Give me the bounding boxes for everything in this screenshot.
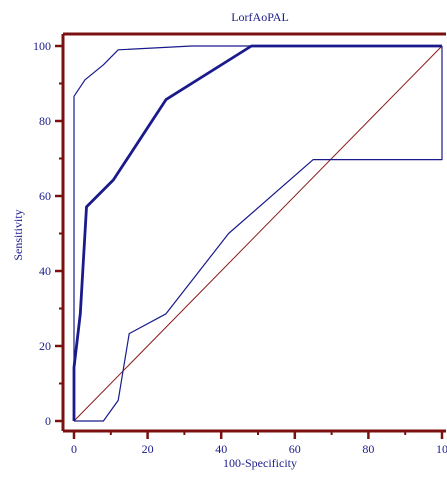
x-tick-label: 60 [289, 442, 301, 456]
chart-title: LorfAoPAL [231, 10, 289, 24]
x-tick-label: 10 [436, 442, 447, 456]
y-tick-label: 80 [39, 114, 51, 128]
roc-curve-line [72, 44, 442, 421]
diagonal-reference-line [73, 45, 443, 422]
y-tick-label: 100 [33, 39, 51, 53]
x-tick-label: 0 [71, 442, 77, 456]
y-tick-label: 20 [39, 339, 51, 353]
plot-area: 0 20 40 60 80 100 0 20 40 60 80 10 [33, 32, 447, 456]
y-tick-label: 60 [39, 189, 51, 203]
x-tick-label: 80 [362, 442, 374, 456]
y-tick-label: 40 [39, 264, 51, 278]
y-axis-label: Sensitivity [11, 209, 25, 260]
x-tick-label: 40 [215, 442, 227, 456]
x-tick-label: 20 [142, 442, 154, 456]
x-axis-label: 100-Specificity [223, 456, 297, 470]
y-tick-label: 0 [45, 414, 51, 428]
upper-confidence-line [73, 45, 442, 421]
lower-confidence-line [74, 46, 443, 422]
